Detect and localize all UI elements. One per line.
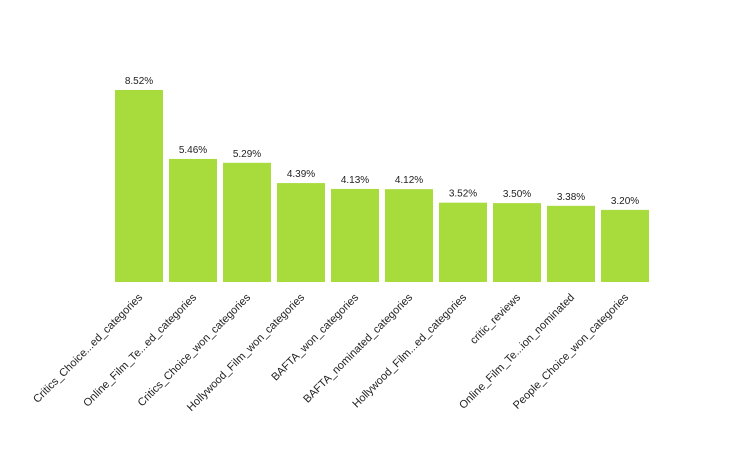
value-label-8: 3.50%: [503, 189, 531, 200]
category-label-9: Online_Film_Te...ion_nominated: [457, 292, 577, 412]
bar-7: [439, 202, 487, 282]
value-label-10: 3.20%: [611, 196, 639, 207]
category-label-4: Hollywood_Film_won_categories: [185, 291, 308, 414]
category-label-8: critic_reviews: [468, 291, 524, 347]
bar-2: [169, 158, 217, 282]
bar-10: [601, 209, 649, 282]
value-label-7: 3.52%: [449, 189, 477, 200]
bar-6: [385, 189, 433, 282]
category-label-5: BAFTA_won_categories: [269, 291, 361, 383]
value-label-5: 4.13%: [341, 175, 369, 186]
value-label-1: 8.52%: [125, 76, 153, 87]
category-label-7: Hollywood_Film...ed_categories: [350, 291, 469, 410]
bar-3: [223, 162, 271, 282]
category-label-1: Critics_Choice...ed_categories: [31, 291, 145, 405]
bar-1: [115, 90, 163, 282]
value-label-6: 4.12%: [395, 175, 423, 186]
value-label-4: 4.39%: [287, 169, 315, 180]
category-label-2: Online_Film_Te...ed_categories: [81, 291, 199, 409]
bar-5: [331, 188, 379, 282]
value-label-2: 5.46%: [179, 145, 207, 156]
value-label-3: 5.29%: [233, 149, 261, 160]
bar-9: [547, 205, 595, 282]
bar-8: [493, 203, 541, 282]
bar-4: [277, 183, 325, 282]
category-label-6: BAFTA_nominated_categories: [301, 291, 415, 405]
value-label-9: 3.38%: [557, 192, 585, 203]
category-label-10: People_Choice_won_categories: [511, 291, 631, 411]
category-label-3: Critics_Choice_won_categories: [136, 291, 254, 409]
